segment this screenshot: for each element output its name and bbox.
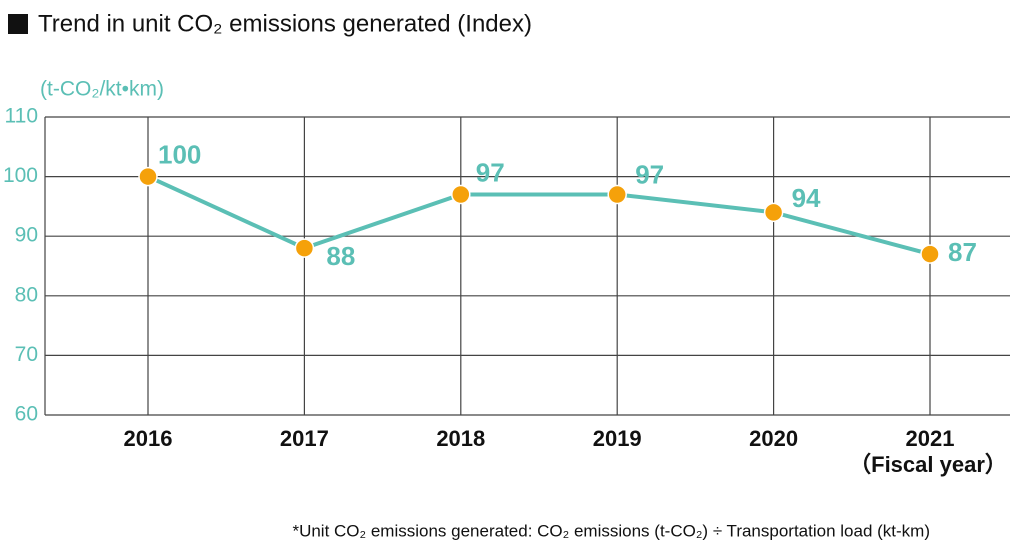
marker (920, 244, 940, 264)
y-tick-label: 70 (15, 343, 38, 366)
title-square (8, 14, 28, 34)
y-tick-label: 90 (15, 224, 38, 247)
line (147, 174, 931, 257)
footnote: *Unit CO₂ emissions generated: CO₂ emiss… (292, 521, 930, 540)
x-tick-label: 2016 (124, 426, 173, 451)
marker (763, 202, 784, 223)
x-tick-label: 2020 (749, 426, 798, 451)
y-tick-label: 100 (3, 164, 38, 187)
data-label: 97 (476, 157, 505, 187)
x-tick-label: 2021 (906, 426, 955, 451)
x-tick-label: 2018 (436, 426, 485, 451)
data-label: 94 (792, 183, 821, 213)
x-tick-label: 2019 (593, 426, 642, 451)
marker (451, 184, 471, 205)
marker (607, 184, 627, 205)
marker (294, 238, 315, 258)
marker (138, 166, 158, 187)
y-tick-label: 80 (15, 283, 38, 306)
x-axis-label: （Fiscal year） (849, 452, 1007, 477)
chart-title: Trend in unit CO₂ emissions generated (I… (38, 10, 532, 37)
y-tick-label: 60 (15, 403, 38, 426)
data-label: 100 (158, 139, 201, 169)
y-tick-label: 110 (5, 105, 38, 128)
data-label: 88 (326, 241, 355, 271)
y-axis-label: (t-CO₂/kt•km) (40, 78, 164, 101)
x-tick-label: 2017 (280, 426, 329, 451)
data-label: 87 (948, 237, 977, 267)
data-label: 97 (635, 159, 664, 189)
